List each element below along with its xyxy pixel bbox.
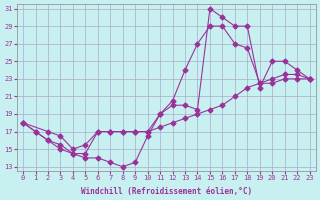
X-axis label: Windchill (Refroidissement éolien,°C): Windchill (Refroidissement éolien,°C): [81, 187, 252, 196]
